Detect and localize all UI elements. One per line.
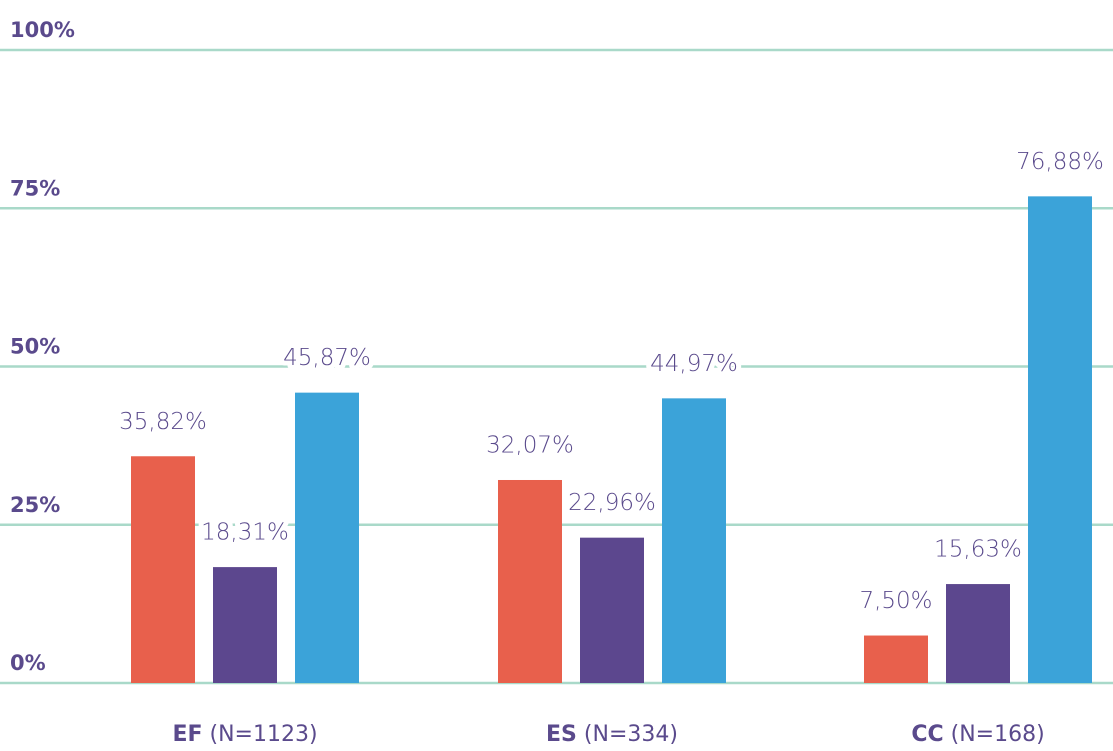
bar: [295, 392, 359, 683]
bar: [662, 398, 726, 683]
value-label: 7,50%: [859, 588, 932, 614]
value-label: 22,96%: [568, 490, 656, 516]
value-label: 15,63%: [934, 537, 1022, 563]
bar: [1028, 196, 1092, 683]
y-tick-label: 100%: [10, 18, 75, 42]
value-label: 35,82%: [119, 409, 207, 435]
bar: [946, 584, 1010, 683]
value-label: 32,07%: [486, 432, 574, 458]
bar: [864, 635, 928, 683]
bar: [498, 479, 562, 683]
value-label: 76,88%: [1016, 149, 1104, 175]
value-label: 18,31%: [201, 520, 289, 546]
x-tick-label: ES (N=334): [546, 722, 678, 747]
y-tick-label: 50%: [10, 335, 60, 359]
x-tick-label: CC (N=168): [911, 722, 1044, 747]
value-label: 45,87%: [283, 345, 371, 371]
bar: [580, 537, 644, 683]
bar: [131, 456, 195, 683]
bar: [213, 567, 277, 683]
y-tick-label: 75%: [10, 176, 60, 200]
value-label: 44,97%: [650, 351, 738, 377]
y-tick-label: 25%: [10, 493, 60, 517]
y-tick-label: 0%: [10, 651, 46, 675]
x-tick-label: EF (N=1123): [172, 722, 317, 747]
